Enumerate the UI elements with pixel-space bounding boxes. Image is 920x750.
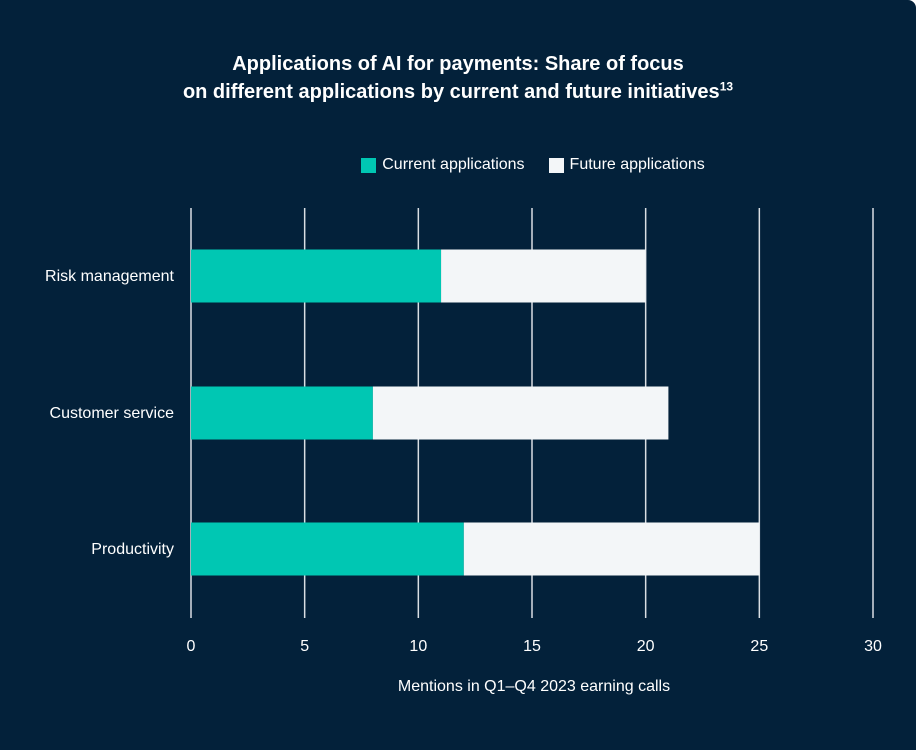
bar-future-customer-service [372,386,669,440]
bar-future-risk-management [441,249,646,303]
chart-title-line2: on different applications by current and… [0,78,916,106]
x-tick-label-15: 15 [523,638,541,655]
chart-legend: Current applications Future applications [0,156,916,174]
chart-title-line2-text: on different applications by current and… [182,81,720,103]
legend-item-future: Future applications [548,156,705,174]
bar-future-productivity [463,522,760,576]
legend-swatch-future [548,157,564,173]
legend-item-current: Current applications [361,156,525,174]
x-tick-label-25: 25 [750,638,768,655]
legend-label-current: Current applications [382,156,525,173]
x-tick-label-10: 10 [409,638,427,655]
bar-current-productivity [191,522,464,576]
category-label-productivity: Productivity [91,541,174,558]
x-axis-label: Mentions in Q1–Q4 2023 earning calls [398,678,670,695]
footnote-marker: 13 [719,79,734,94]
x-tick-label-30: 30 [864,638,882,655]
legend-swatch-current [361,157,377,173]
chart-title-line1: Applications of AI for payments: Share o… [232,53,684,75]
category-label-risk-management: Risk management [45,268,175,285]
x-tick-label-20: 20 [637,638,655,655]
category-label-customer-service: Customer service [50,405,175,422]
chart-title: Applications of AI for payments: Share o… [0,50,916,106]
legend-label-future: Future applications [569,156,705,173]
bar-current-risk-management [191,249,442,303]
bar-current-customer-service [191,386,373,440]
x-tick-label-0: 0 [187,638,196,655]
x-tick-label-5: 5 [300,638,309,655]
